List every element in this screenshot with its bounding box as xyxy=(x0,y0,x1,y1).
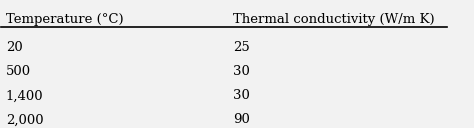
Text: 90: 90 xyxy=(233,113,250,126)
Text: 1,400: 1,400 xyxy=(6,89,44,102)
Text: 20: 20 xyxy=(6,41,23,54)
Text: 2,000: 2,000 xyxy=(6,113,44,126)
Text: 25: 25 xyxy=(233,41,250,54)
Text: Thermal conductivity (W/m K): Thermal conductivity (W/m K) xyxy=(233,13,435,26)
Text: Temperature (°C): Temperature (°C) xyxy=(6,13,123,26)
Text: 500: 500 xyxy=(6,65,31,78)
Text: 30: 30 xyxy=(233,65,250,78)
Text: 30: 30 xyxy=(233,89,250,102)
